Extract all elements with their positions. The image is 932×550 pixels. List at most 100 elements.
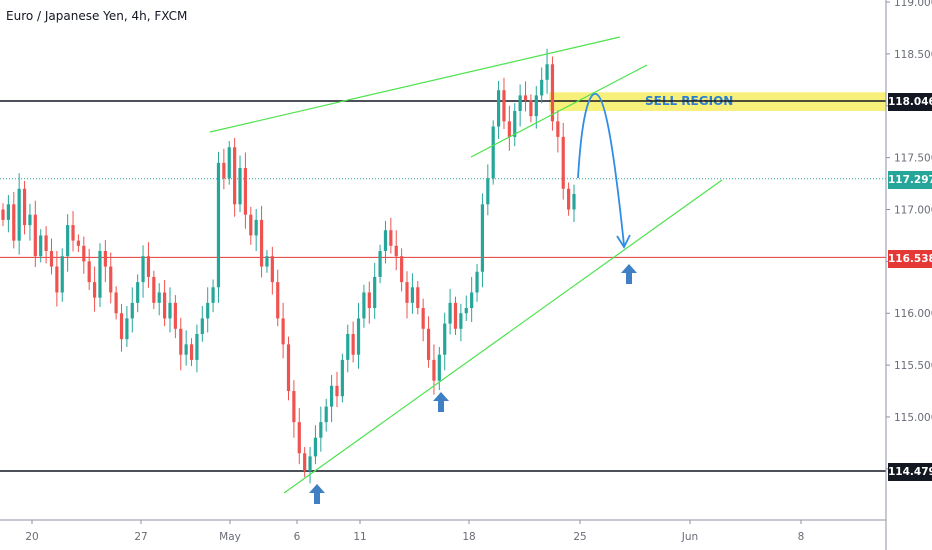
- candle: [480, 193, 485, 288]
- projection-curve: [577, 93, 625, 246]
- candle-body: [17, 188, 21, 241]
- candle-body: [561, 136, 565, 189]
- candle: [125, 305, 129, 347]
- candle: [567, 182, 571, 216]
- candle: [173, 295, 177, 339]
- candle: [346, 324, 350, 373]
- candle-body: [346, 333, 350, 360]
- y-tick-label: 118.500: [894, 49, 932, 61]
- candle-body: [276, 282, 280, 319]
- x-tick-label: Jun: [681, 531, 698, 543]
- candle-body: [367, 292, 371, 309]
- y-tick-label: 119.000: [894, 0, 932, 9]
- candle: [297, 408, 301, 465]
- candle: [523, 81, 528, 112]
- candle-body: [480, 204, 485, 272]
- candle: [22, 180, 27, 235]
- candle: [44, 226, 48, 264]
- candle-body: [518, 95, 522, 111]
- candle-body: [179, 328, 183, 355]
- support-trendline[interactable]: [283, 179, 723, 494]
- x-tick-label: 6: [294, 531, 301, 543]
- candle-body: [60, 256, 64, 293]
- candle-body: [453, 302, 458, 329]
- candle-body: [416, 287, 420, 309]
- candle: [55, 250, 59, 307]
- candle-body: [157, 292, 161, 303]
- candle: [491, 120, 495, 185]
- candle-body: [448, 302, 452, 324]
- candle: [179, 317, 183, 371]
- candle: [249, 206, 253, 245]
- candle: [448, 288, 452, 335]
- candle-body: [216, 162, 221, 288]
- candle-body: [28, 214, 32, 226]
- candle: [233, 137, 237, 217]
- candle-body: [335, 385, 339, 397]
- candle: [383, 220, 388, 264]
- candle-body: [286, 344, 291, 392]
- candle-body: [464, 308, 468, 314]
- candle-body: [502, 90, 506, 122]
- candle: [259, 205, 264, 278]
- candle-body: [55, 266, 59, 293]
- candle: [351, 321, 355, 363]
- y-tick-label: 117.000: [894, 205, 932, 217]
- up-arrow-icon: [433, 392, 449, 412]
- candle: [222, 148, 226, 190]
- candle-body: [394, 245, 398, 257]
- candle-body: [195, 333, 199, 360]
- candle-body: [6, 204, 10, 220]
- candle-body: [71, 225, 75, 241]
- candle-body: [152, 276, 156, 303]
- candle-body: [254, 219, 258, 236]
- candle-body: [136, 282, 140, 303]
- x-tick-label: 8: [798, 531, 805, 543]
- candle-body: [1, 209, 5, 220]
- candle-body: [233, 147, 237, 205]
- candle-body: [389, 230, 393, 246]
- candle-body: [303, 453, 307, 471]
- candle: [254, 208, 258, 251]
- candle-body: [556, 121, 560, 137]
- candle-body: [168, 302, 172, 319]
- candle: [421, 298, 425, 342]
- candle: [373, 262, 377, 319]
- y-tick-label: 115.000: [894, 412, 932, 424]
- candle-body: [184, 344, 188, 355]
- candle-body: [297, 422, 301, 454]
- candle-body: [39, 235, 43, 257]
- x-tick-label: May: [219, 531, 241, 543]
- upper-trendline[interactable]: [209, 36, 621, 133]
- candle: [572, 184, 576, 222]
- candle-body: [200, 318, 204, 334]
- candle-body: [523, 95, 528, 101]
- x-tick-label: 18: [462, 531, 475, 543]
- candle: [211, 279, 215, 313]
- inner-channel-line[interactable]: [470, 64, 648, 158]
- candle-body: [206, 302, 210, 319]
- candle: [17, 173, 21, 255]
- price-label-118046: 118.046: [888, 93, 932, 111]
- candle-body: [329, 385, 334, 407]
- candle: [389, 217, 393, 254]
- candle-body: [189, 344, 194, 360]
- candle: [507, 105, 511, 151]
- candle-body: [66, 225, 70, 257]
- candle: [152, 270, 156, 310]
- candle-body: [163, 292, 167, 319]
- candle-body: [470, 292, 474, 309]
- candle: [540, 67, 544, 104]
- candle-body: [545, 64, 549, 80]
- candle-body: [308, 456, 312, 471]
- candle: [200, 305, 204, 342]
- candle: [146, 242, 151, 288]
- candle-body: [540, 79, 544, 96]
- candle: [502, 77, 506, 130]
- candle-body: [405, 282, 409, 303]
- candle: [362, 284, 366, 328]
- candle-body: [44, 235, 48, 251]
- candle: [76, 234, 81, 253]
